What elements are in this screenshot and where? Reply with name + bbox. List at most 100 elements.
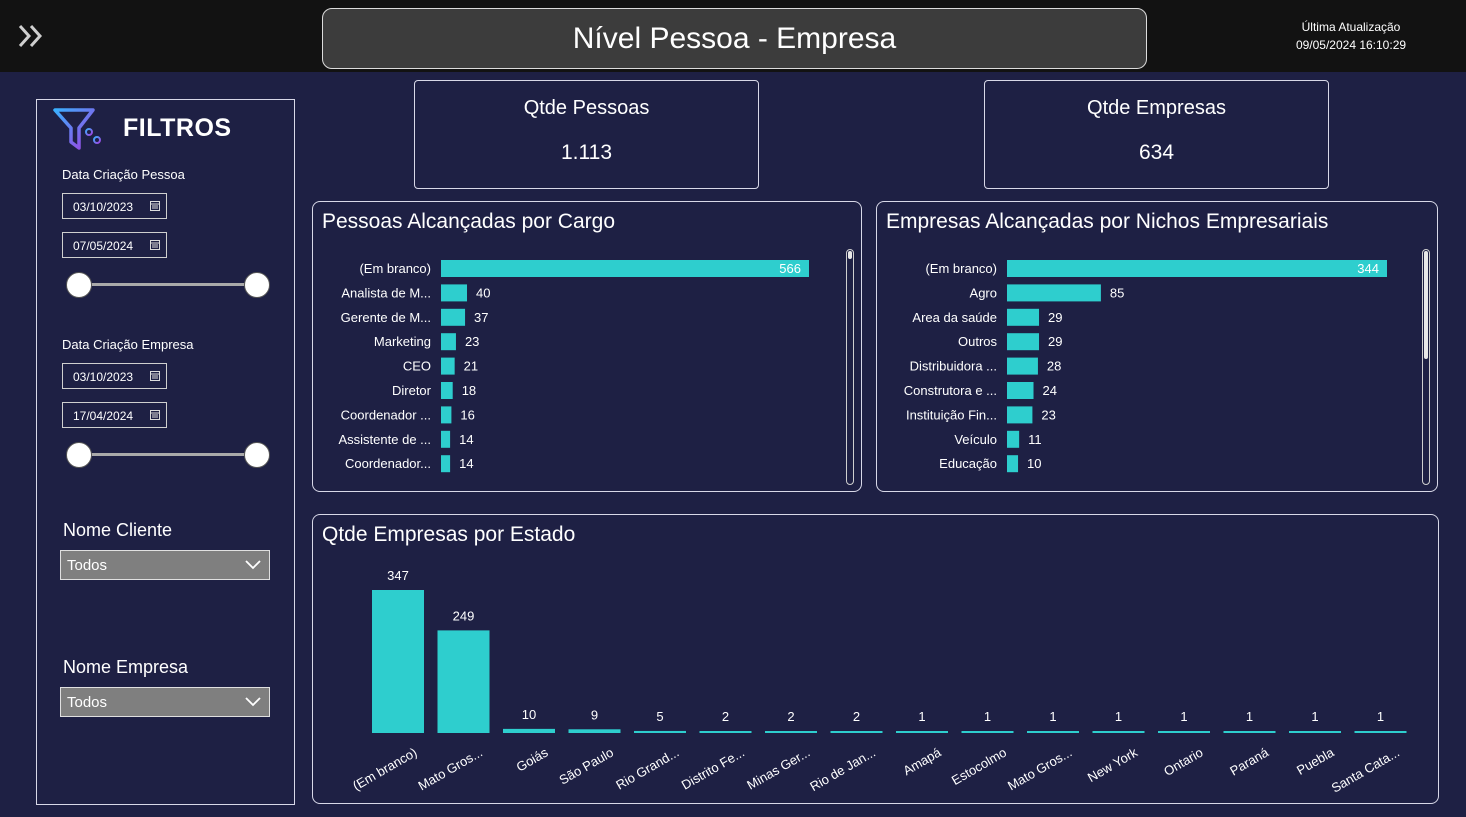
data-label: 16 [460, 407, 474, 422]
category-label: Educação [939, 456, 997, 471]
calendar-icon[interactable] [150, 240, 160, 250]
chart-empresas-por-estado: Qtde Empresas por Estado 347 (Em branco) 2… [312, 514, 1439, 804]
empresa-end-date-input[interactable]: 17/04/2024 [62, 402, 167, 428]
bar [437, 630, 490, 733]
empresa-date-slider-track[interactable] [79, 453, 257, 456]
category-label: Rio de Jan... [807, 745, 878, 794]
filters-panel: FILTROS Data Criação Pessoa 03/10/2023 0… [36, 99, 295, 805]
bar [1007, 260, 1387, 277]
category-label: Minas Ger... [744, 745, 812, 793]
chart-title: Qtde Empresas por Estado [322, 523, 576, 546]
bar [1027, 731, 1079, 733]
category-label: Construtora e ... [904, 383, 997, 398]
calendar-icon[interactable] [150, 201, 160, 211]
bar [1092, 731, 1145, 733]
bar [634, 730, 686, 733]
scrollbar-thumb[interactable] [848, 251, 852, 259]
category-label: Agro [970, 285, 997, 300]
category-label: Assistente de ... [339, 432, 432, 447]
category-label: Coordenador ... [341, 407, 431, 422]
nome-cliente-dropdown[interactable]: Todos [60, 550, 270, 580]
empresa-start-date-input[interactable]: 03/10/2023 [62, 363, 167, 389]
kpi-pessoas-label: Qtde Pessoas [523, 97, 650, 119]
pessoa-slider-end-handle[interactable] [244, 272, 270, 298]
pessoa-start-date-input[interactable]: 03/10/2023 [62, 193, 167, 219]
data-label: 566 [779, 261, 801, 276]
nome-empresa-label: Nome Empresa [63, 657, 189, 677]
category-label: New York [1085, 744, 1140, 785]
category-label: Instituição Fin... [906, 407, 997, 422]
chart-empresas-por-nicho: Empresas Alcançadas por Nichos Empresari… [876, 201, 1438, 492]
category-label: (Em branco) [350, 745, 419, 794]
bar [441, 284, 468, 302]
empresa-slider-start-handle[interactable] [66, 442, 92, 468]
category-label: Analista de M... [341, 285, 431, 300]
data-label: 14 [459, 432, 473, 447]
bar [1007, 308, 1040, 326]
pessoa-end-date-input[interactable]: 07/05/2024 [62, 232, 167, 258]
pessoa-date-slider-track[interactable] [79, 283, 257, 286]
data-label: 14 [459, 456, 473, 471]
bar [1289, 731, 1341, 733]
hbar-chart-nicho: (Em branco) 344 Agro 85 Area da saúde 29 Outro… [904, 260, 1387, 473]
calendar-icon[interactable] [150, 371, 160, 381]
category-label: (Em branco) [359, 261, 431, 276]
hbar-chart-cargo: (Em branco) 566 Analista de M... 40 Gerente … [339, 260, 809, 473]
data-label: 2 [722, 709, 729, 724]
chart-title: Pessoas Alcançadas por Cargo [322, 210, 616, 233]
bar [372, 590, 424, 733]
data-label: 11 [1028, 432, 1042, 447]
bar [441, 382, 453, 399]
bar [441, 430, 451, 448]
bar [961, 731, 1014, 733]
data-label: 1 [1049, 709, 1056, 724]
bar [1007, 284, 1101, 302]
category-label: Ontario [1161, 745, 1205, 779]
bar [1007, 430, 1020, 448]
filter-icon [53, 108, 103, 150]
data-label: 1 [1246, 709, 1253, 724]
category-label: Santa Cata... [1329, 745, 1402, 796]
data-label: 21 [464, 359, 478, 374]
category-label: Rio Grand... [613, 745, 681, 793]
scrollbar-thumb[interactable] [1424, 251, 1428, 359]
nome-empresa-value: Todos [67, 694, 108, 711]
last-update-value: 09/05/2024 16:10:29 [1295, 38, 1407, 52]
category-label: Veículo [954, 432, 997, 447]
category-label: Marketing [374, 334, 431, 349]
bar [765, 731, 817, 733]
empresa-slider-end-handle[interactable] [244, 442, 270, 468]
chevron-down-icon[interactable] [245, 560, 261, 570]
kpi-empresas-label: Qtde Empresas [1087, 97, 1226, 119]
chart-scrollbar[interactable] [846, 249, 854, 485]
category-label: Estocolmo [949, 745, 1009, 788]
empresa-start-date-value: 03/10/2023 [73, 370, 134, 384]
double-chevron-right-icon[interactable] [16, 22, 46, 50]
chart-scrollbar[interactable] [1422, 249, 1430, 485]
data-label: 249 [453, 608, 475, 623]
calendar-icon[interactable] [150, 410, 160, 420]
category-label: Paraná [1227, 744, 1271, 778]
chevron-down-icon[interactable] [245, 697, 261, 707]
nome-cliente-value: Todos [67, 557, 108, 574]
data-label: 37 [474, 310, 488, 325]
nome-cliente-label: Nome Cliente [63, 520, 173, 540]
category-label: Gerente de M... [341, 310, 431, 325]
category-label: Diretor [392, 383, 432, 398]
empresa-date-label: Data Criação Empresa [62, 337, 194, 352]
bar [1007, 455, 1019, 473]
nome-empresa-dropdown[interactable]: Todos [60, 687, 270, 717]
bar [568, 729, 621, 733]
data-label: 24 [1043, 383, 1057, 398]
pessoa-slider-start-handle[interactable] [66, 272, 92, 298]
data-label: 29 [1048, 310, 1062, 325]
data-label: 1 [1311, 709, 1318, 724]
bar [1223, 731, 1276, 733]
bar [503, 728, 555, 733]
bar [441, 357, 455, 375]
empresa-end-date-value: 17/04/2024 [73, 409, 134, 423]
top-bar: Nível Pessoa - Empresa Última Atualizaçã… [0, 0, 1466, 72]
bar [441, 333, 456, 351]
category-label: (Em branco) [925, 261, 997, 276]
bar [441, 308, 466, 326]
